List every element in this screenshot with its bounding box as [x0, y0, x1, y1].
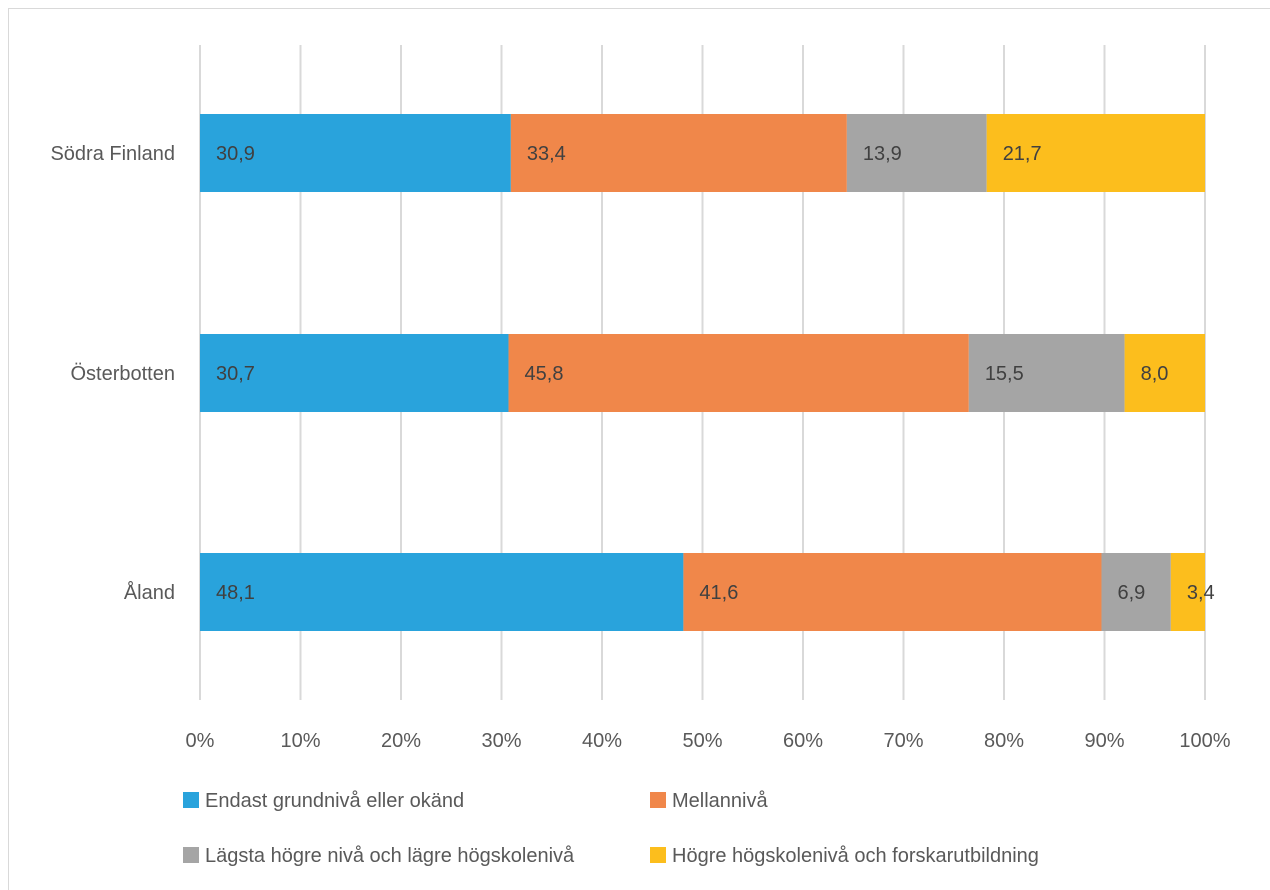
- legend-label: Endast grundnivå eller okänd: [205, 790, 464, 812]
- x-tick-label: 30%: [481, 730, 521, 752]
- bar-segment: [1124, 334, 1205, 412]
- data-label: 15,5: [985, 363, 1024, 385]
- x-tick-label: 100%: [1179, 730, 1230, 752]
- x-tick-label: 40%: [582, 730, 622, 752]
- x-tick-label: 90%: [1084, 730, 1124, 752]
- x-tick-label: 70%: [883, 730, 923, 752]
- category-label: Österbotten: [70, 363, 175, 385]
- legend-swatch: [650, 847, 666, 863]
- bar-segment: [200, 114, 511, 192]
- bar-segment: [508, 334, 969, 412]
- legend-label: Mellannivå: [672, 790, 768, 812]
- data-label: 30,7: [216, 363, 255, 385]
- data-label: 30,9: [216, 143, 255, 165]
- legend-swatch: [650, 792, 666, 808]
- data-label: 3,4: [1187, 582, 1215, 604]
- x-tick-label: 0%: [186, 730, 215, 752]
- data-label: 41,6: [699, 582, 738, 604]
- bar-segment: [1170, 553, 1205, 631]
- data-label: 13,9: [863, 143, 902, 165]
- x-tick-label: 20%: [381, 730, 421, 752]
- bar-segment: [510, 114, 847, 192]
- data-label: 33,4: [527, 143, 566, 165]
- legend-swatch: [183, 847, 199, 863]
- bar-segment: [200, 553, 684, 631]
- category-label: Åland: [124, 581, 175, 604]
- data-label: 21,7: [1003, 143, 1042, 165]
- x-tick-label: 50%: [682, 730, 722, 752]
- category-label: Södra Finland: [50, 143, 175, 165]
- data-label: 6,9: [1117, 582, 1145, 604]
- bar-segment: [1101, 553, 1171, 631]
- bar-segment: [846, 114, 987, 192]
- bar-segment: [683, 553, 1102, 631]
- legend-label: Lägsta högre nivå och lägre högskolenivå: [205, 845, 575, 867]
- legend-label: Högre högskolenivå och forskarutbildning: [672, 845, 1039, 867]
- bar-segment: [200, 334, 509, 412]
- data-label: 45,8: [525, 363, 564, 385]
- x-tick-label: 60%: [783, 730, 823, 752]
- data-label: 8,0: [1141, 363, 1169, 385]
- bar-segment: [968, 334, 1125, 412]
- x-tick-label: 80%: [984, 730, 1024, 752]
- data-label: 48,1: [216, 582, 255, 604]
- x-tick-label: 10%: [280, 730, 320, 752]
- legend-swatch: [183, 792, 199, 808]
- bar-segment: [986, 114, 1205, 192]
